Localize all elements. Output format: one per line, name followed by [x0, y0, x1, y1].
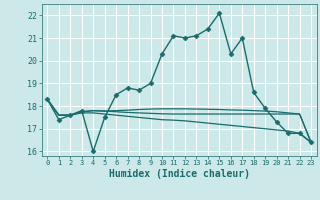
X-axis label: Humidex (Indice chaleur): Humidex (Indice chaleur) [109, 169, 250, 179]
